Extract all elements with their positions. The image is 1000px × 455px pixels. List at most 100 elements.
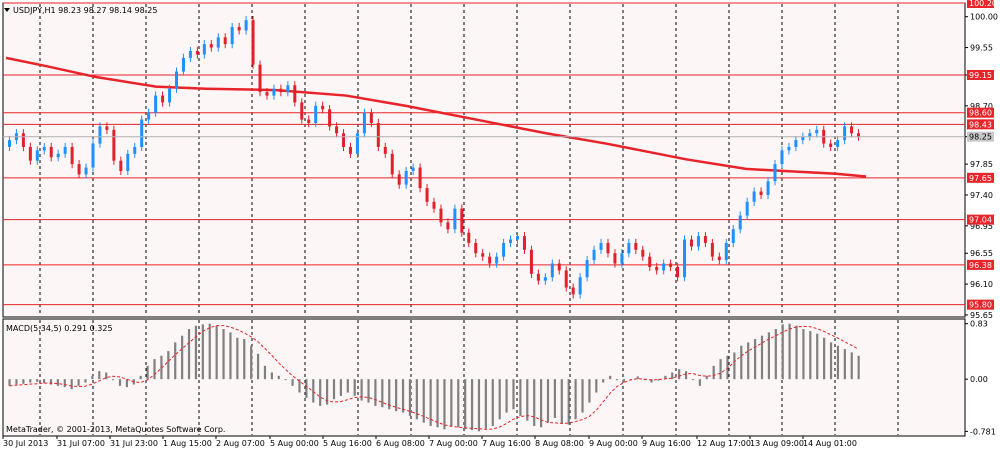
macd-bar xyxy=(491,379,494,426)
macd-panel[interactable] xyxy=(2,318,966,437)
candle-body xyxy=(676,266,680,278)
macd-bar xyxy=(470,379,474,430)
macd-bar xyxy=(174,342,177,380)
candle-body xyxy=(787,146,791,151)
candle-body xyxy=(613,253,617,264)
level-price-tag xyxy=(967,259,994,270)
time-tick-label: 2 Aug 07:00 xyxy=(216,439,265,448)
macd-bar xyxy=(560,379,563,424)
time-tick-label: 7 Aug 00:00 xyxy=(429,439,478,448)
candle-body xyxy=(355,133,359,154)
macd-bar xyxy=(836,345,840,380)
macd-bar xyxy=(512,379,515,410)
candle-body xyxy=(606,242,610,254)
macd-bar xyxy=(112,379,115,381)
candle-body xyxy=(425,188,429,202)
time-tick-label: 5 Aug 16:00 xyxy=(323,439,372,448)
candle-body xyxy=(829,143,833,147)
candle-body xyxy=(335,126,339,134)
price-tick-label: 96.55 xyxy=(970,249,993,258)
macd-bar xyxy=(36,379,39,382)
macd-bar xyxy=(91,375,94,380)
moving-average-line xyxy=(5,56,867,178)
chevron-down-icon[interactable] xyxy=(4,8,10,12)
candle-body xyxy=(216,37,220,48)
level-price-tag xyxy=(967,107,994,118)
level-price-tag-label: 97.04 xyxy=(969,216,992,225)
candlesticks xyxy=(7,16,861,299)
macd-header: MACD(5,34,5) 0.291 0.325 xyxy=(6,324,113,333)
candle-body xyxy=(509,239,513,243)
price-tick-label: 99.55 xyxy=(970,44,993,53)
macd-bar xyxy=(243,339,246,380)
candle-body xyxy=(342,133,346,147)
macd-bar xyxy=(201,324,204,380)
candle-body xyxy=(223,37,227,45)
candle-body xyxy=(522,236,526,250)
macd-bar xyxy=(118,379,122,386)
candle-body xyxy=(571,287,575,295)
candle-body xyxy=(251,20,255,65)
macd-bar xyxy=(609,375,612,380)
candle-body xyxy=(362,112,366,134)
candle-body xyxy=(717,256,721,261)
candle-body xyxy=(495,256,499,264)
candle-body xyxy=(557,263,561,271)
price-tick-label: 97.40 xyxy=(970,191,993,200)
candle-body xyxy=(850,126,854,134)
candle-body xyxy=(599,242,603,250)
price-axis: 100.00 99.55 99.15 98.70 98.25 97.85 97.40 96.9… xyxy=(3,0,998,320)
candle-body xyxy=(161,95,165,103)
candle-body xyxy=(516,236,520,240)
candle-body xyxy=(780,150,784,165)
candle-body xyxy=(738,215,742,230)
price-panel[interactable] xyxy=(2,2,966,318)
time-tick-label: 8 Aug 08:00 xyxy=(535,439,584,448)
candle-body xyxy=(696,236,700,247)
candle-body xyxy=(35,150,39,161)
macd-bar xyxy=(436,379,439,428)
macd-bar xyxy=(519,379,522,416)
macd-bar xyxy=(8,379,11,386)
candle-body xyxy=(7,140,11,147)
macd-axis: 0.83 0.00 -0.781 xyxy=(965,320,996,436)
macd-tick-label: 0.83 xyxy=(970,320,988,329)
macd-bar xyxy=(774,329,777,380)
candle-body xyxy=(836,140,840,147)
macd-bar xyxy=(664,375,667,380)
candle-body xyxy=(634,242,638,250)
candle-body xyxy=(592,249,596,261)
macd-bar xyxy=(622,379,626,383)
macd-bar xyxy=(326,379,329,405)
macd-bar xyxy=(63,379,66,388)
level-price-tag-label: 99.15 xyxy=(969,71,992,80)
macd-bar xyxy=(754,339,757,380)
macd-bar xyxy=(767,332,771,380)
macd-bar xyxy=(70,379,73,390)
macd-bar xyxy=(284,379,287,381)
macd-bar xyxy=(153,359,156,380)
macd-bar xyxy=(540,379,543,428)
candle-body xyxy=(202,44,206,55)
macd-bar xyxy=(388,379,391,410)
macd-bar xyxy=(77,379,80,386)
candle-body xyxy=(857,133,861,137)
candle-body xyxy=(237,26,241,31)
candle-body xyxy=(21,133,25,147)
candle-body xyxy=(648,256,652,267)
candle-body xyxy=(662,263,666,271)
candle-body xyxy=(70,146,74,165)
candle-body xyxy=(564,270,568,288)
candle-body xyxy=(112,129,116,161)
candle-body xyxy=(307,119,311,123)
macd-bar xyxy=(698,379,701,386)
symbol-header: USDJPY,H1 98.23 98.27 98.14 98.25 xyxy=(13,6,157,15)
macd-bar xyxy=(29,379,32,383)
candle-body xyxy=(63,146,67,154)
macd-bar xyxy=(602,379,605,383)
candle-body xyxy=(703,236,707,243)
candle-body xyxy=(140,119,144,147)
candle-body xyxy=(77,164,81,175)
